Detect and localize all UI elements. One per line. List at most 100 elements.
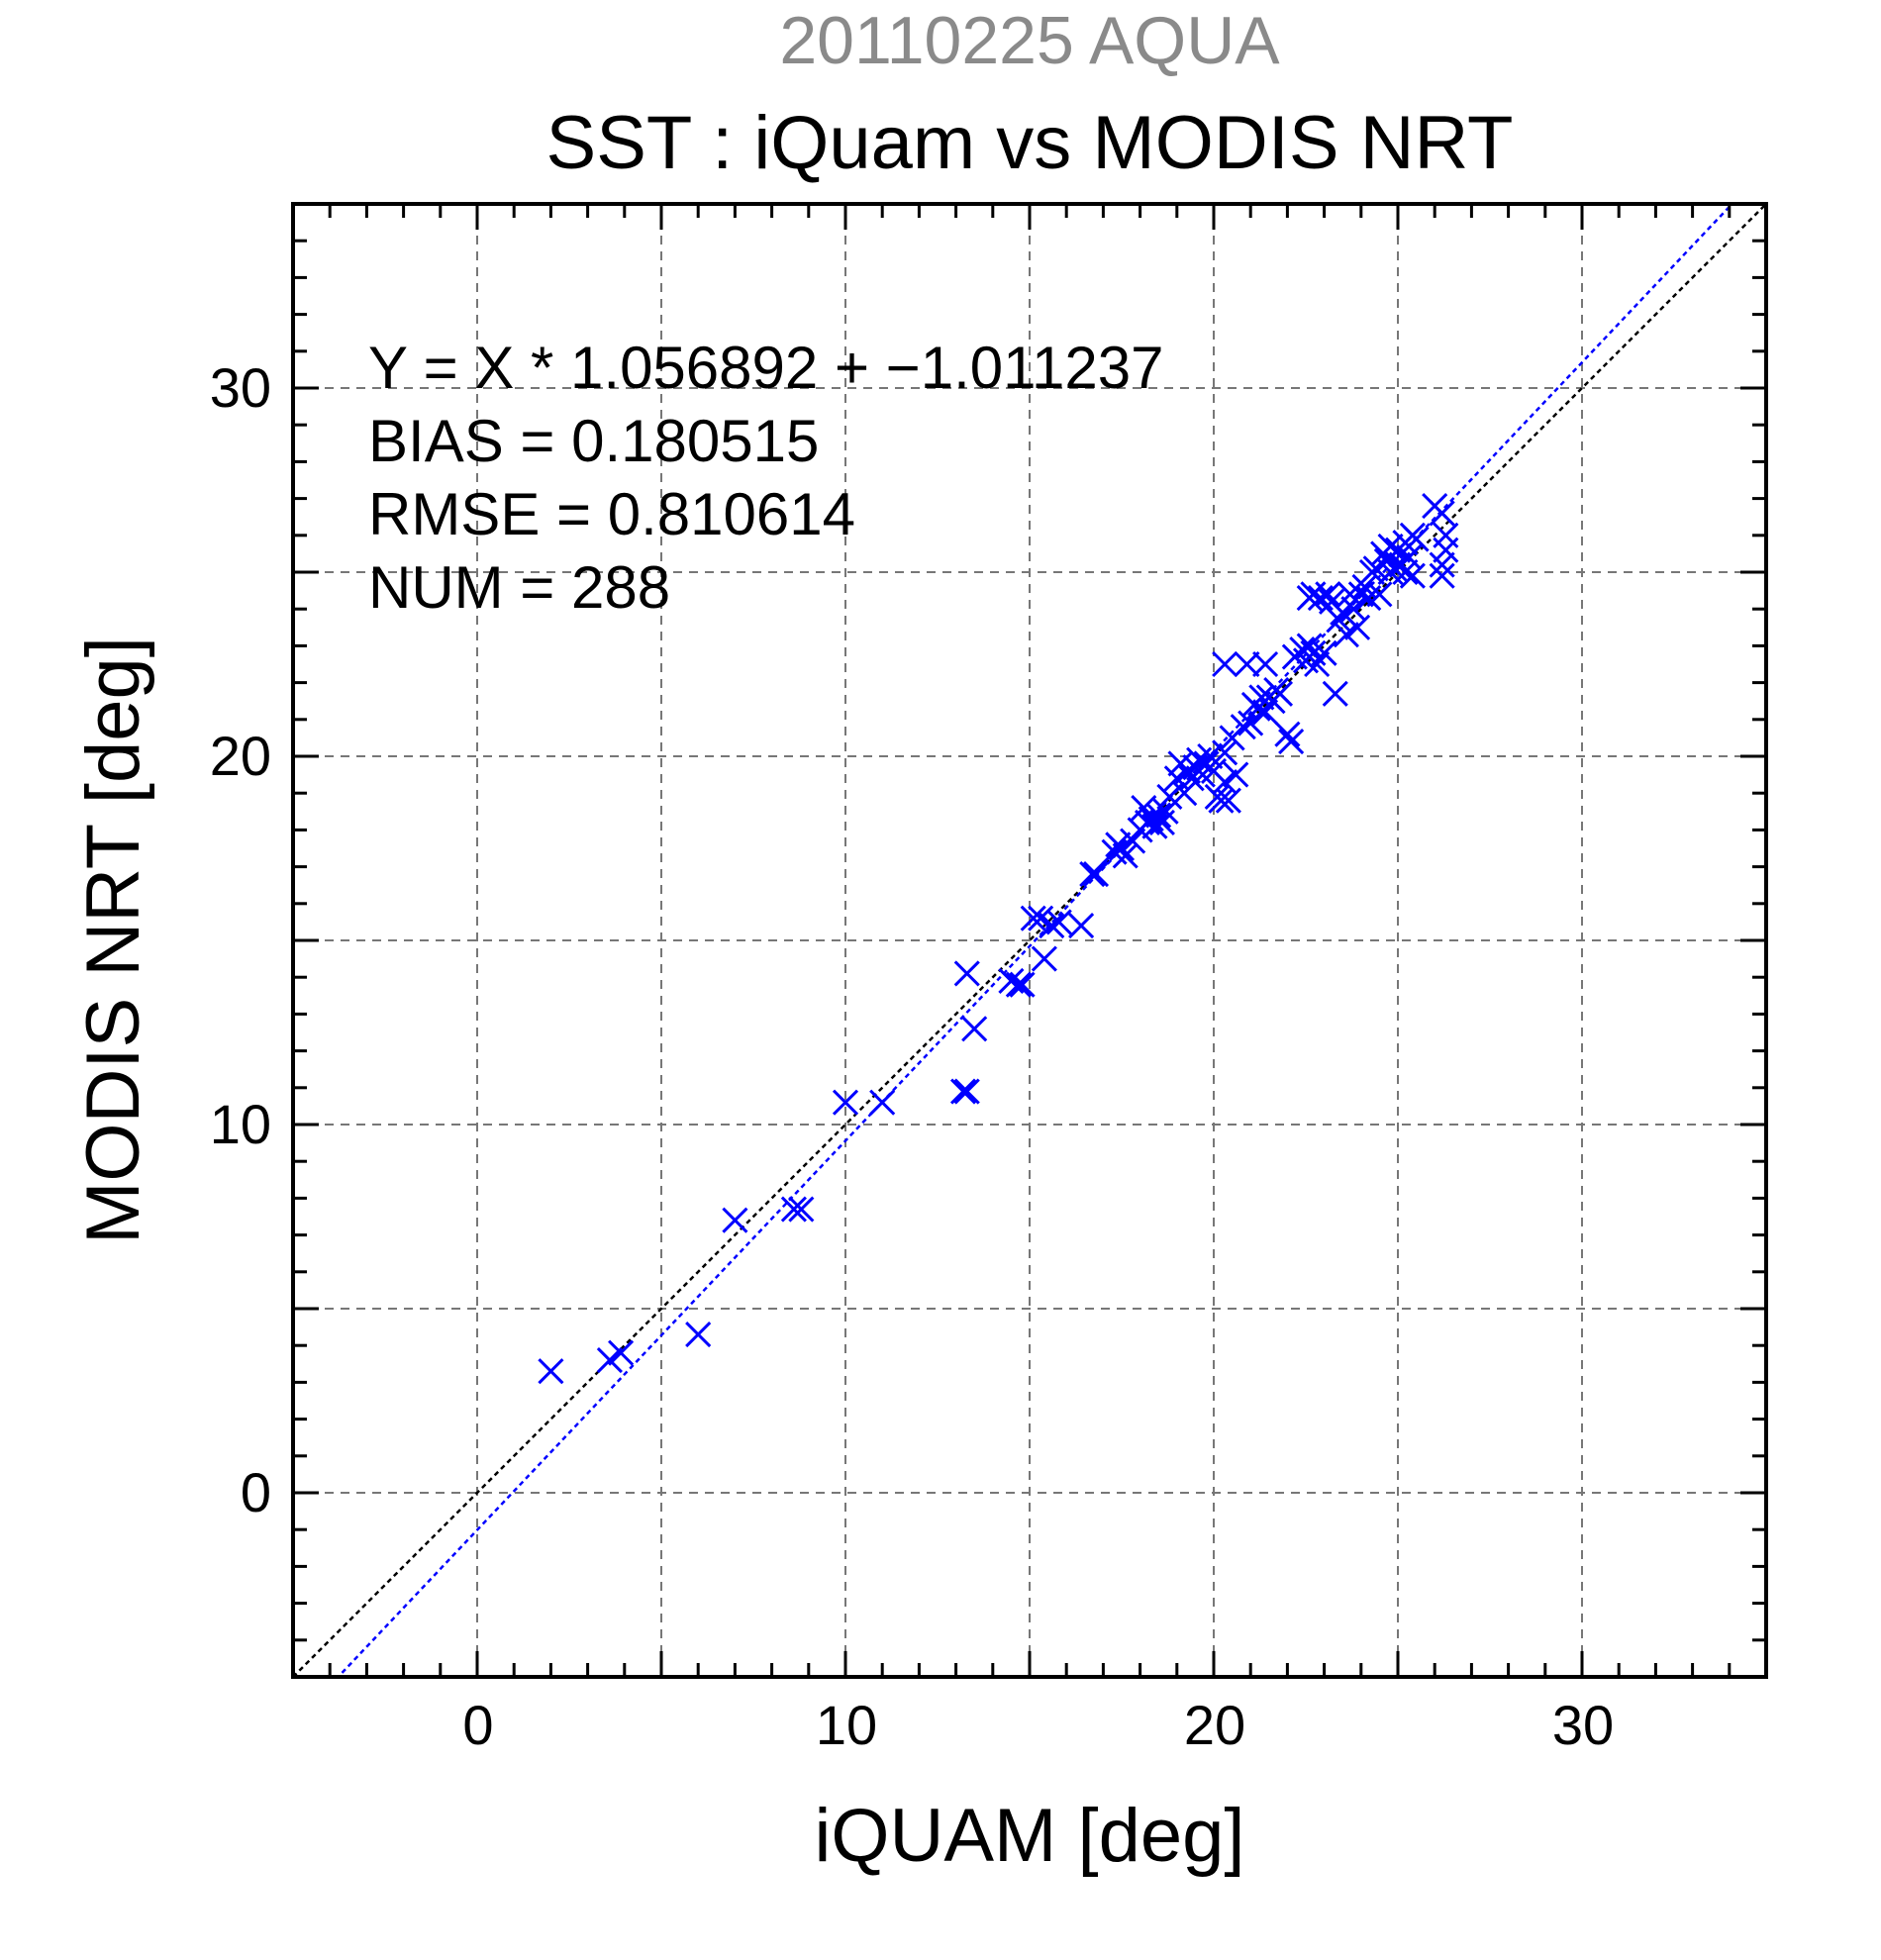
marker-stroke: [1296, 633, 1323, 659]
bias-value: BIAS = 0.180515: [368, 408, 819, 474]
data-point-marker: [1274, 721, 1301, 747]
data-point-marker: [1377, 533, 1404, 560]
regression-equation: Y = X * 1.056892 + −1.011237: [368, 335, 1164, 401]
marker-stroke: [1300, 639, 1327, 666]
marker-stroke: [1322, 680, 1348, 707]
data-point-marker: [1145, 802, 1172, 829]
y-tick-labels: 0 10 20 30: [210, 356, 271, 1523]
marker-stroke: [1429, 562, 1455, 589]
marker-stroke: [1252, 699, 1279, 726]
data-point-marker: [685, 1321, 712, 1348]
data-point-marker: [869, 1089, 896, 1116]
x-axis-label: iQUAM [deg]: [814, 1794, 1244, 1878]
marker-stroke: [1429, 551, 1455, 578]
data-point-marker: [1399, 562, 1426, 589]
marker-stroke: [1131, 795, 1157, 822]
data-point-marker: [1079, 860, 1106, 888]
marker-stroke: [1082, 860, 1110, 888]
data-point-marker: [1392, 558, 1419, 586]
y-tick-label: 10: [210, 1093, 271, 1155]
rmse-value: RMSE = 0.810614: [368, 481, 855, 547]
marker-stroke: [1326, 607, 1352, 634]
marker-stroke: [949, 1078, 977, 1105]
marker-stroke: [1197, 742, 1224, 770]
data-point-marker: [1252, 650, 1279, 678]
marker-stroke: [1311, 639, 1337, 666]
marker-stroke: [1039, 913, 1065, 939]
data-point-marker: [1366, 581, 1393, 608]
marker-stroke: [1248, 684, 1275, 711]
data-point-marker: [1311, 639, 1337, 666]
data-point-marker: [1433, 522, 1459, 548]
chart-title: SST : iQuam vs MODIS NRT: [546, 101, 1514, 185]
data-point-marker: [1278, 729, 1305, 755]
data-point-marker: [832, 1089, 859, 1116]
marker-stroke: [1422, 492, 1448, 520]
data-point-marker: [1020, 905, 1046, 931]
marker-stroke: [1212, 768, 1238, 796]
data-point-marker: [538, 1358, 564, 1385]
marker-stroke: [1120, 828, 1146, 854]
marker-stroke: [1020, 905, 1046, 931]
marker-stroke: [538, 1358, 564, 1385]
data-point-marker: [953, 960, 980, 987]
marker-stroke: [1101, 838, 1128, 865]
chart-supertitle: 20110225 AQUA: [779, 3, 1280, 78]
data-point-marker: [1009, 971, 1036, 998]
marker-stroke: [1230, 714, 1256, 740]
marker-stroke: [1278, 729, 1305, 755]
marker-stroke: [1274, 721, 1301, 747]
marker-stroke: [1289, 637, 1316, 663]
data-point-marker: [1068, 913, 1095, 939]
data-point-marker: [1131, 795, 1157, 822]
marker-stroke: [953, 960, 980, 987]
marker-stroke: [961, 1016, 988, 1042]
marker-stroke: [1212, 739, 1238, 766]
x-tick-label: 30: [1552, 1694, 1614, 1756]
data-point-marker: [1112, 842, 1138, 869]
data-point-marker: [1156, 783, 1183, 810]
marker-stroke: [832, 1089, 859, 1116]
data-point-marker: [1315, 581, 1341, 608]
marker-stroke: [869, 1089, 896, 1116]
marker-stroke: [596, 1347, 623, 1374]
data-point-marker: [1045, 909, 1072, 935]
marker-stroke: [1433, 522, 1459, 548]
data-point-marker: [1039, 913, 1065, 939]
y-axis-label: MODIS NRT [deg]: [71, 637, 155, 1244]
data-point-marker: [1234, 650, 1260, 678]
data-point-marker: [1344, 614, 1371, 640]
marker-stroke: [1347, 581, 1374, 608]
marker-stroke: [1138, 806, 1164, 833]
stats-annotation: Y = X * 1.056892 + −1.011237 BIAS = 0.18…: [368, 335, 1164, 621]
data-point-marker: [722, 1207, 748, 1233]
marker-stroke: [1377, 533, 1404, 560]
x-tick-label: 10: [816, 1694, 877, 1756]
data-point-marker: [596, 1347, 623, 1374]
marker-stroke: [1344, 614, 1371, 640]
marker-stroke: [1403, 526, 1430, 552]
data-point-marker: [1347, 581, 1374, 608]
marker-stroke: [1366, 581, 1393, 608]
reference-lines: [293, 204, 1766, 1677]
marker-stroke: [1333, 622, 1359, 648]
regression-line: [336, 204, 1734, 1677]
marker-stroke: [1351, 573, 1378, 600]
marker-stroke: [1079, 860, 1106, 888]
marker-stroke: [1208, 787, 1235, 814]
marker-stroke: [780, 1196, 807, 1223]
marker-stroke: [1212, 650, 1238, 678]
data-point-marker: [608, 1339, 635, 1366]
marker-stroke: [1399, 562, 1426, 589]
data-point-marker: [1252, 699, 1279, 726]
data-point-marker: [1212, 768, 1238, 796]
data-point-marker: [949, 1078, 977, 1105]
data-point-marker: [953, 1078, 980, 1105]
y-tick-label: 30: [210, 356, 271, 419]
data-point-marker: [1031, 945, 1057, 972]
marker-stroke: [1223, 761, 1249, 788]
data-point-marker: [1333, 622, 1359, 648]
marker-stroke: [608, 1339, 635, 1366]
axis-ticks: [293, 204, 1766, 1677]
marker-stroke: [1005, 971, 1032, 998]
